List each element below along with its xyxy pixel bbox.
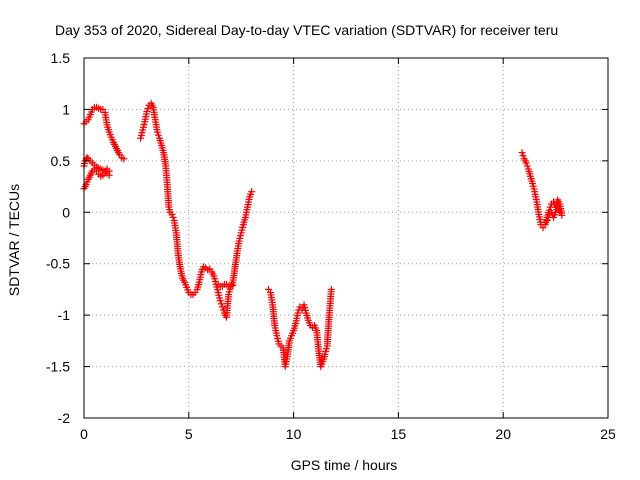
y-tick-label: 1: [62, 101, 70, 117]
axis-ticks: 0 5 10 15 20 25 -2 -1.5 -1 -0.5 0 0.5 1 1.5: [46, 50, 616, 442]
y-tick-label: 0.5: [51, 153, 71, 169]
y-axis-label: SDTVAR / TECUs: [6, 184, 22, 296]
data-point: [144, 104, 152, 112]
data-point: [216, 297, 224, 305]
data-point: [105, 167, 113, 175]
data-point: [248, 188, 256, 196]
chart-title: Day 353 of 2020, Sidereal Day-to-day VTE…: [55, 22, 558, 38]
data-point: [218, 303, 226, 311]
data-point: [523, 162, 531, 170]
plot-frame: [83, 57, 609, 419]
data-point: [153, 128, 161, 136]
y-tick-label: -1: [58, 307, 71, 323]
data-point: [556, 208, 564, 216]
data-point: [168, 210, 176, 218]
grid: [84, 58, 608, 418]
data-point: [120, 155, 128, 163]
x-tick-label: 0: [80, 426, 88, 442]
x-tick-label: 25: [600, 426, 616, 442]
data-point: [143, 107, 151, 115]
y-tick-label: 0: [62, 204, 70, 220]
data-point: [518, 149, 526, 157]
data-point: [522, 159, 530, 167]
x-axis-label: GPS time / hours: [291, 457, 398, 473]
data-point: [294, 309, 302, 317]
x-tick-label: 20: [495, 426, 511, 442]
data-point: [519, 152, 527, 160]
y-tick-label: -2: [58, 410, 71, 426]
data-point: [217, 300, 225, 308]
data-point: [543, 217, 551, 225]
data-point: [154, 131, 162, 139]
y-tick-label: -1.5: [46, 359, 70, 375]
x-tick-label: 5: [185, 426, 193, 442]
y-tick-label: -0.5: [46, 256, 70, 272]
data-point: [229, 281, 237, 289]
y-tick-label: 1.5: [51, 50, 71, 66]
data-series: [80, 99, 566, 371]
x-tick-label: 15: [391, 426, 407, 442]
x-tick-label: 10: [286, 426, 302, 442]
data-point: [327, 285, 335, 293]
data-point: [83, 154, 91, 162]
data-point: [169, 213, 177, 221]
